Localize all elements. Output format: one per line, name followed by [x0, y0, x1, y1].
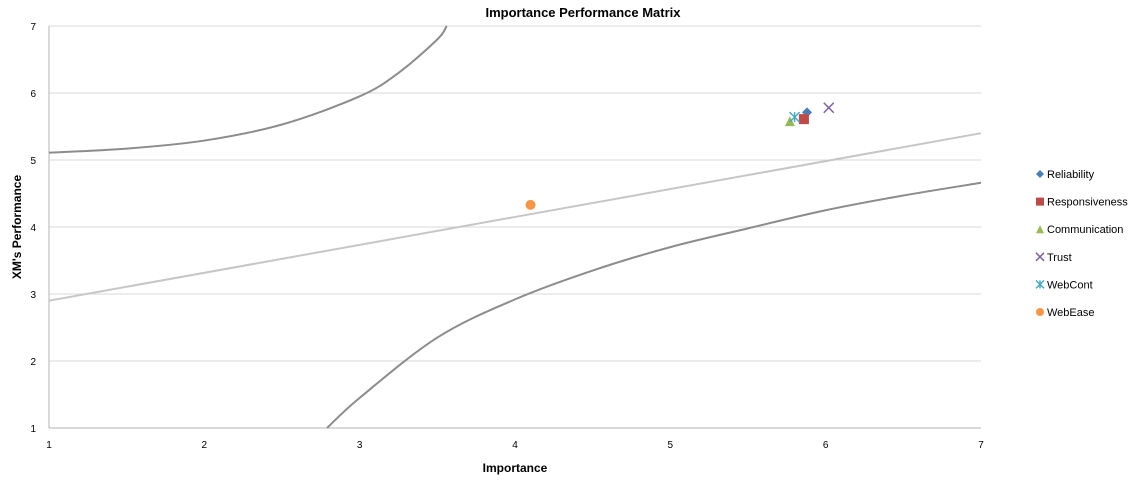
legend-marker-webease — [1036, 308, 1044, 316]
legend-label-webcont: WebCont — [1047, 279, 1093, 291]
y-tick-label: 6 — [30, 89, 36, 100]
legend-marker-responsiveness — [1036, 197, 1044, 206]
x-tick-label: 3 — [357, 440, 363, 451]
point-webease — [525, 199, 536, 210]
x-tick-label: 5 — [668, 440, 674, 451]
legend-label-trust: Trust — [1047, 252, 1072, 264]
legend-label-webease: WebEase — [1047, 307, 1095, 319]
y-tick-label: 1 — [30, 424, 36, 435]
axes — [48, 26, 981, 429]
legend-label-communication: Communication — [1047, 224, 1123, 236]
y-tick-label: 3 — [30, 290, 36, 301]
upper-curve-line — [48, 25, 448, 154]
legend: Reliability Responsiveness Communication Tr… — [1035, 169, 1128, 319]
legend-marker-trust — [1035, 252, 1045, 262]
legend-label-responsiveness: Responsiveness — [1047, 197, 1128, 209]
y-tick-label: 5 — [30, 156, 36, 167]
diagonal-line — [48, 132, 982, 302]
tick-labels: 1 2 3 4 5 6 7 1 2 3 4 5 6 7 — [30, 22, 984, 451]
x-tick-label: 7 — [978, 440, 984, 451]
x-axis-label: Importance — [483, 461, 548, 475]
gridlines — [49, 25, 981, 362]
x-tick-label: 1 — [46, 440, 52, 451]
y-tick-label: 2 — [30, 357, 36, 368]
x-tick-label: 6 — [823, 440, 829, 451]
point-responsiveness — [798, 114, 809, 125]
x-tick-label: 2 — [202, 440, 208, 451]
legend-marker-reliability — [1036, 170, 1044, 178]
reference-lines — [48, 25, 982, 429]
y-axis-label: XM's Performance — [10, 175, 24, 280]
y-tick-label: 7 — [30, 22, 36, 33]
chart-title: Importance Performance Matrix — [485, 5, 681, 20]
x-tick-label: 4 — [512, 440, 518, 451]
data-points — [525, 102, 835, 210]
legend-marker-webcont — [1035, 279, 1045, 289]
legend-label-reliability: Reliability — [1047, 169, 1095, 181]
legend-marker-communication — [1036, 225, 1044, 234]
point-trust — [823, 102, 835, 114]
point-webcont — [789, 111, 801, 123]
lower-curve-line — [326, 181, 982, 429]
y-tick-label: 4 — [30, 223, 36, 234]
